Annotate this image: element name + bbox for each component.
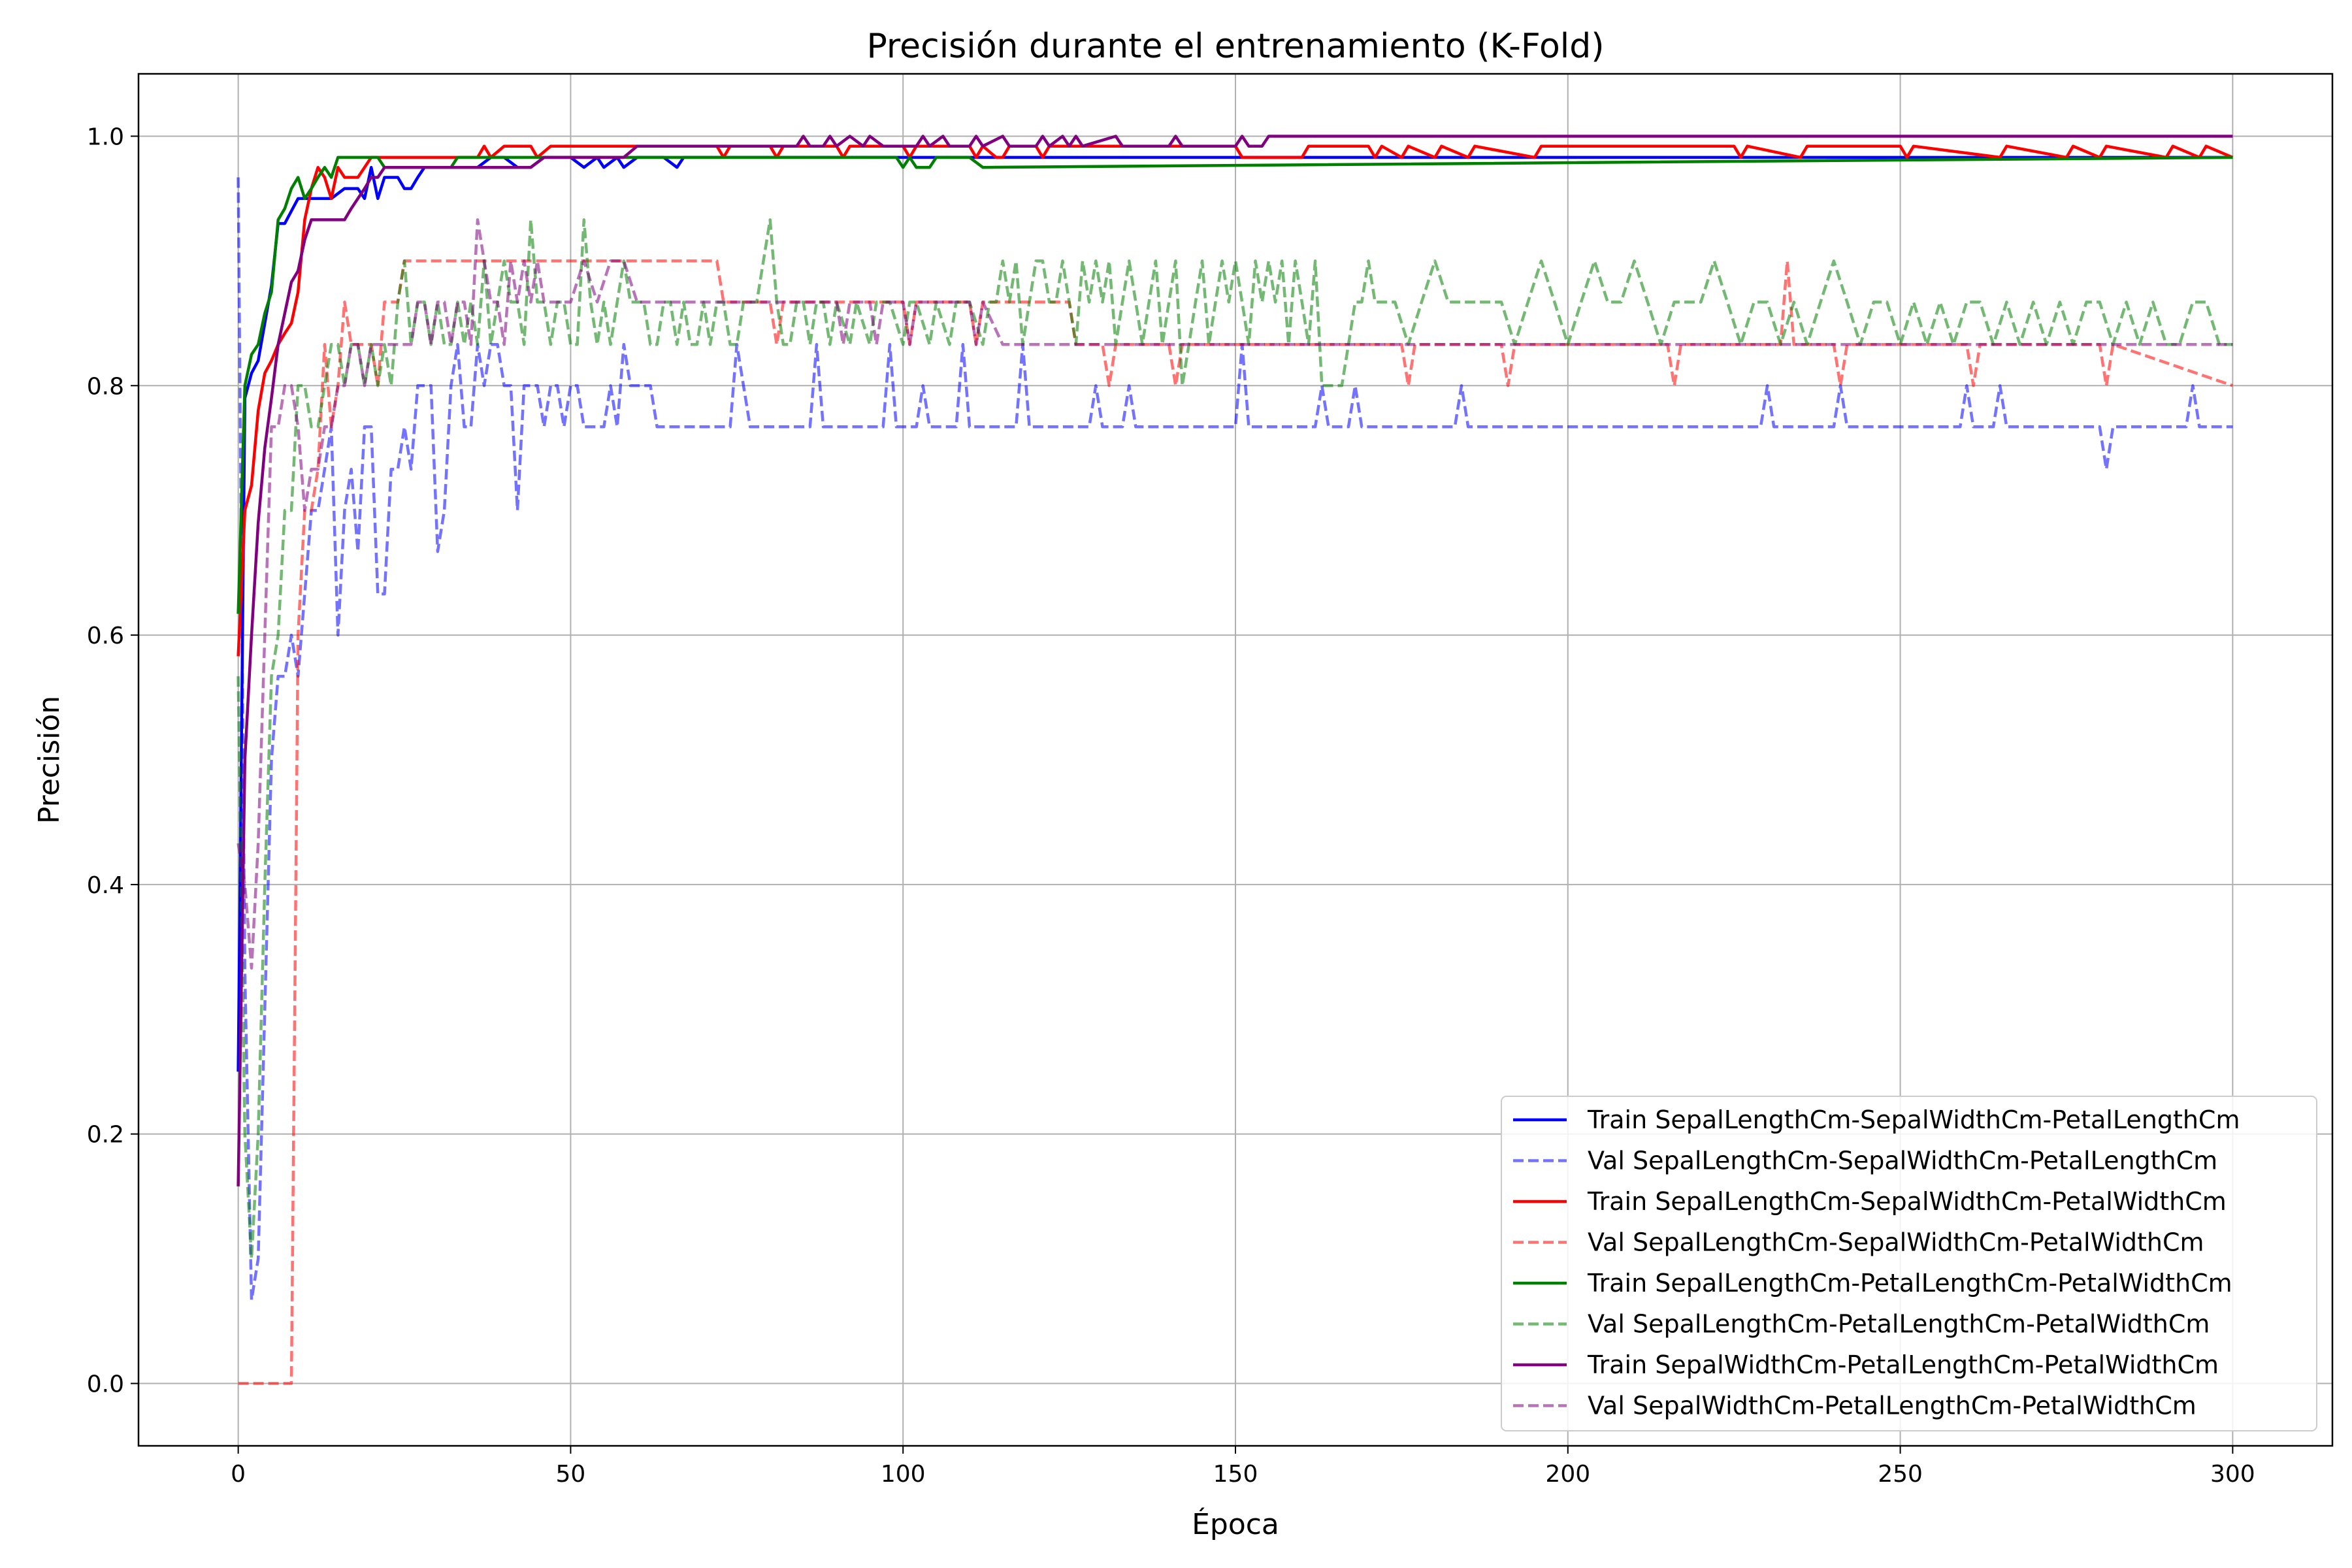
y-axis-title: Precisión xyxy=(33,696,66,824)
axis-ticks: 0 50 100 150 200 250 300 0.0 0.2 0.4 0.6 0.8 1.0 xyxy=(87,123,2255,1488)
legend-label: Val SepalWidthCm-PetalLengthCm-PetalWidt… xyxy=(1588,1392,2197,1420)
series-lines xyxy=(237,135,2234,1385)
y-tick-label: 0.8 xyxy=(87,373,124,400)
series-line-1 xyxy=(237,155,2233,1072)
legend-label: Train SepalWidthCm-PetalLengthCm-PetalWi… xyxy=(1587,1350,2219,1379)
y-tick-label: 0.6 xyxy=(87,623,124,649)
x-tick-label: 150 xyxy=(1213,1461,1258,1488)
legend-box xyxy=(1501,1096,2317,1431)
x-tick-label: 50 xyxy=(556,1461,586,1488)
series-line-5 xyxy=(237,155,2233,614)
legend-label: Train SepalLengthCm-SepalWidthCm-PetalWi… xyxy=(1587,1187,2227,1216)
x-tick-label: 300 xyxy=(2210,1461,2255,1488)
legend-label: Train SepalLengthCm-PetalLengthCm-PetalW… xyxy=(1587,1269,2232,1298)
legend: Train SepalLengthCm-SepalWidthCm-PetalLe… xyxy=(1501,1096,2317,1431)
legend-label: Train SepalLengthCm-SepalWidthCm-PetalLe… xyxy=(1587,1105,2240,1134)
series-line-3 xyxy=(237,144,2234,657)
x-tick-label: 250 xyxy=(1878,1461,1923,1488)
y-tick-label: 1.0 xyxy=(87,123,124,150)
series-line-7 xyxy=(237,135,2233,1186)
legend-label: Val SepalLengthCm-SepalWidthCm-PetalLeng… xyxy=(1588,1147,2217,1175)
x-tick-label: 0 xyxy=(231,1461,246,1488)
series-line-8 xyxy=(237,218,2233,970)
x-axis-title: Época xyxy=(1192,1507,1279,1541)
series-line-2 xyxy=(237,177,2233,1301)
legend-label: Val SepalLengthCm-SepalWidthCm-PetalWidt… xyxy=(1588,1228,2204,1257)
y-tick-label: 0.2 xyxy=(87,1122,124,1149)
x-tick-label: 100 xyxy=(881,1461,926,1488)
y-tick-label: 0.0 xyxy=(87,1371,124,1398)
x-tick-label: 200 xyxy=(1545,1461,1590,1488)
y-tick-label: 0.4 xyxy=(87,872,124,899)
chart-title: Precisión durante el entrenamiento (K-Fo… xyxy=(866,27,1604,66)
legend-label: Val SepalLengthCm-PetalLengthCm-PetalWid… xyxy=(1588,1310,2210,1339)
series-line-6 xyxy=(237,218,2233,1260)
